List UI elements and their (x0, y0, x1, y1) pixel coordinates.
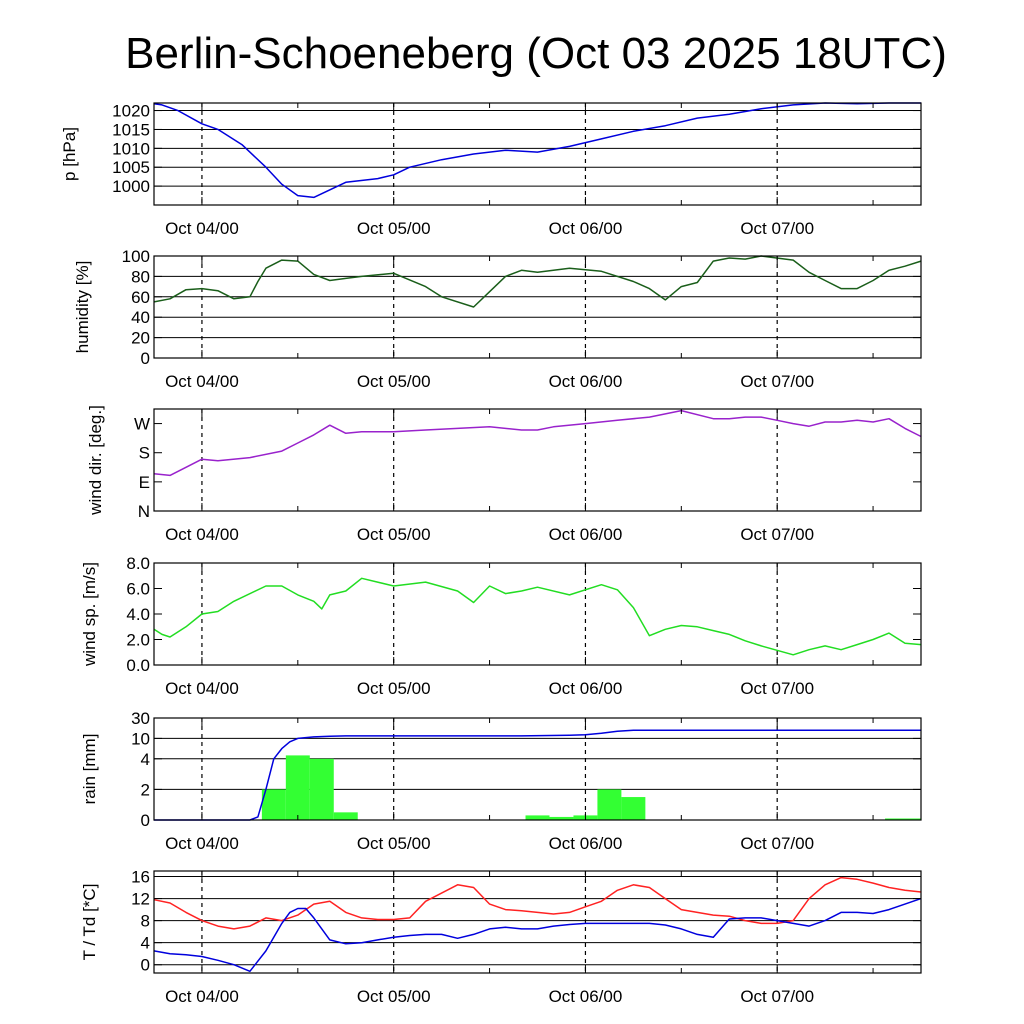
x-tick-label: Oct 05/00 (357, 219, 431, 238)
x-tick-label: Oct 07/00 (740, 834, 814, 853)
x-tick-label: Oct 06/00 (549, 679, 623, 698)
rain-bar (885, 818, 921, 820)
plot-frame (153, 717, 922, 821)
y-tick-label: 4 (141, 934, 150, 953)
y-tick-label: 2 (141, 780, 150, 799)
plot-frame (153, 562, 922, 666)
y-tick-label: 8 (141, 912, 150, 931)
y-tick-label: 0 (141, 956, 150, 975)
chart-title: Berlin-Schoeneberg (Oct 03 2025 18UTC) (125, 29, 947, 78)
plot-frame (153, 408, 922, 512)
series-line-rain-0 (154, 729, 921, 821)
y-axis-label: p [hPa] (60, 127, 79, 181)
y-tick-label: 4.0 (126, 605, 150, 624)
y-tick-label: S (139, 444, 150, 463)
x-tick-label: Oct 04/00 (165, 679, 239, 698)
y-tick-label: 100 (122, 247, 150, 266)
plot-frame (153, 870, 922, 974)
x-tick-label: Oct 05/00 (357, 987, 431, 1006)
y-axis-label: T / Td [*C] (80, 884, 99, 961)
y-axis-label: humidity [%] (73, 261, 92, 354)
x-tick-label: Oct 07/00 (740, 525, 814, 544)
x-tick-label: Oct 05/00 (357, 834, 431, 853)
rain-bar (525, 815, 550, 820)
rain-bar (597, 789, 622, 820)
rain-bar (309, 758, 334, 820)
series-line-humidity-0 (153, 255, 922, 308)
x-tick-label: Oct 04/00 (165, 525, 239, 544)
panel-temperature: 0 4 8 12 16 Oct 04/00 Oct 05/00 Oct 06/00 Oct 07… (80, 868, 922, 1006)
y-tick-label: 10 (131, 729, 150, 748)
y-tick-label: 12 (131, 890, 150, 909)
x-tick-label: Oct 06/00 (549, 525, 623, 544)
y-tick-label: W (134, 415, 150, 434)
y-tick-label: E (139, 473, 150, 492)
x-tick-label: Oct 06/00 (549, 219, 623, 238)
y-tick-label: 1010 (112, 139, 150, 158)
series-line-pressure-0 (153, 102, 921, 199)
y-tick-label: 0.0 (126, 656, 150, 675)
y-tick-label: 30 (131, 709, 150, 728)
y-tick-label: 16 (131, 868, 150, 887)
x-tick-label: Oct 05/00 (357, 525, 431, 544)
plot-frame (153, 255, 922, 359)
rain-bar (261, 789, 286, 820)
y-axis-label: wind sp. [m/s] (80, 562, 99, 667)
y-tick-label: 2.0 (126, 631, 150, 650)
x-tick-label: Oct 06/00 (549, 834, 623, 853)
y-axis-label: rain [mm] (80, 734, 99, 805)
y-tick-label: N (138, 502, 150, 521)
rain-bar (333, 812, 358, 820)
y-tick-label: 20 (131, 329, 150, 348)
y-tick-label: 1020 (112, 102, 150, 121)
x-tick-label: Oct 04/00 (165, 372, 239, 391)
series-line-wind_speed-0 (153, 577, 922, 656)
x-tick-label: Oct 07/00 (740, 679, 814, 698)
x-tick-label: Oct 05/00 (357, 372, 431, 391)
rain-bar (621, 797, 646, 820)
x-tick-label: Oct 05/00 (357, 679, 431, 698)
x-tick-label: Oct 06/00 (549, 987, 623, 1006)
x-tick-label: Oct 04/00 (165, 219, 239, 238)
series-line-wind_direction-0 (153, 409, 922, 477)
y-tick-label: 80 (131, 267, 150, 286)
y-tick-label: 1005 (112, 158, 150, 177)
series-line-temperature-0 (153, 876, 922, 930)
x-tick-label: Oct 07/00 (740, 219, 814, 238)
y-tick-label: 6.0 (126, 580, 150, 599)
x-tick-label: Oct 07/00 (740, 987, 814, 1006)
x-tick-label: Oct 04/00 (165, 987, 239, 1006)
panel-wind_speed: 0.0 2.0 4.0 6.0 8.0 Oct 04/00 Oct 05/00 Oct 06/… (80, 554, 922, 698)
y-tick-label: 1000 (112, 177, 150, 196)
x-tick-label: Oct 04/00 (165, 834, 239, 853)
y-tick-label: 40 (131, 308, 150, 327)
y-tick-label: 0 (141, 349, 150, 368)
plot-frame (153, 102, 922, 206)
series-line-temperature-1 (153, 897, 922, 973)
y-tick-label: 4 (141, 750, 150, 769)
y-tick-label: 60 (131, 288, 150, 307)
y-axis-label: wind dir. [deg.] (86, 405, 105, 516)
y-tick-label: 8.0 (126, 554, 150, 573)
y-tick-label: 0 (141, 811, 150, 830)
rain-bar (549, 816, 574, 820)
x-tick-label: Oct 06/00 (549, 372, 623, 391)
x-tick-label: Oct 07/00 (740, 372, 814, 391)
rain-bar (285, 755, 310, 820)
y-tick-label: 1015 (112, 120, 150, 139)
